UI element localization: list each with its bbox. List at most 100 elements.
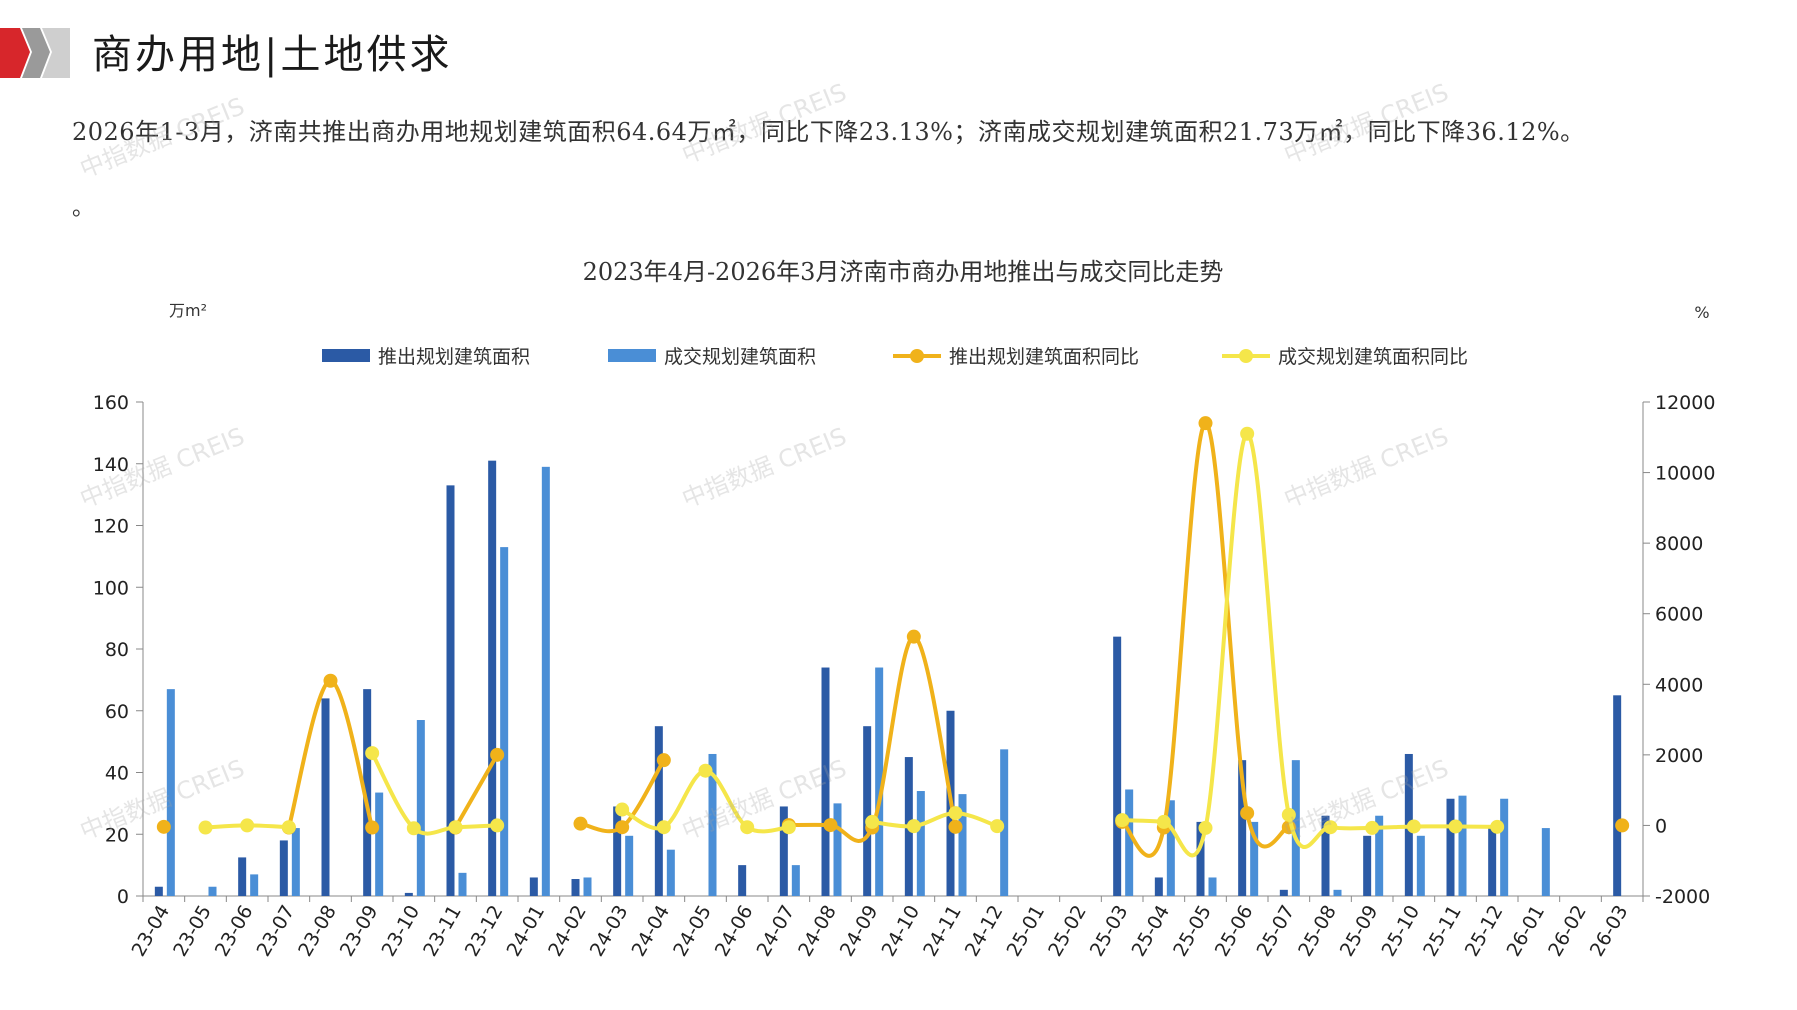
bar-launch	[279, 840, 288, 896]
bar-deal	[1375, 815, 1384, 896]
line-launch-yoy-point	[365, 820, 380, 835]
bar-deal	[1500, 798, 1509, 896]
x-tick-label: 23-11	[419, 902, 466, 961]
line-deal-yoy-point	[906, 819, 921, 834]
line-deal-yoy-point	[406, 821, 421, 836]
line-deal-yoy-point	[1198, 820, 1213, 835]
line-deal-yoy-point	[1323, 820, 1338, 835]
line-launch-yoy-point	[323, 673, 338, 688]
right-tick-label: 10000	[1655, 463, 1715, 485]
bar-deal	[1333, 889, 1342, 896]
bar-deal	[833, 803, 842, 896]
x-tick-label: 25-01	[1003, 902, 1050, 961]
legend-label: 推出规划建筑面积	[378, 346, 530, 368]
bar-deal	[1208, 877, 1217, 896]
summary-trailing-mark: 。	[72, 196, 95, 221]
x-tick-label: 24-03	[586, 902, 633, 961]
bar-deal	[1125, 789, 1134, 896]
bar-deal	[458, 872, 467, 896]
line-deal-yoy-point	[1365, 820, 1380, 835]
left-tick-label: 20	[105, 824, 129, 846]
x-tick-label: 25-12	[1461, 902, 1508, 961]
line-deal-yoy-point	[281, 820, 296, 835]
line-launch-yoy-point	[615, 820, 630, 835]
x-tick-label: 24-02	[544, 902, 591, 961]
left-tick-label: 80	[105, 639, 129, 661]
x-tick-label: 26-03	[1586, 902, 1633, 961]
header-accent-gray	[22, 28, 50, 78]
left-tick-label: 160	[93, 392, 129, 414]
bar-launch	[1446, 798, 1455, 896]
bar-launch	[1196, 821, 1205, 896]
bar-deal	[1541, 828, 1550, 896]
legend-label: 成交规划建筑面积	[664, 346, 816, 368]
x-tick-label: 25-09	[1336, 902, 1383, 961]
line-deal-yoy-point	[1448, 819, 1463, 834]
line-deal-yoy-point	[1281, 807, 1296, 822]
bar-deal	[666, 849, 675, 896]
bar-launch	[654, 726, 663, 896]
left-tick-label: 140	[93, 454, 129, 476]
bar-deal	[208, 886, 217, 896]
line-deal-yoy-point	[240, 818, 255, 833]
bar-launch	[1154, 877, 1163, 896]
line-deal-yoy-point	[1490, 819, 1505, 834]
bar-launch	[1279, 889, 1288, 896]
bar-deal	[583, 877, 592, 896]
bar-deal	[166, 689, 175, 896]
line-launch-yoy	[286, 678, 375, 829]
x-tick-label: 24-10	[878, 902, 925, 961]
header-accent-mark	[0, 28, 70, 78]
line-launch-yoy-point	[573, 816, 588, 831]
page-header: 商办用地|土地供求	[0, 18, 700, 82]
x-tick-label: 25-05	[1169, 902, 1216, 961]
bar-deal	[958, 794, 967, 896]
x-tick-label: 24-11	[919, 902, 966, 961]
line-deal-yoy-point	[1156, 814, 1171, 829]
bar-launch	[1238, 760, 1247, 896]
left-axis-unit: 万m²	[169, 301, 207, 320]
right-tick-label: 0	[1655, 815, 1667, 837]
line-launch-yoy	[1120, 421, 1290, 858]
line-deal-yoy-point	[365, 746, 380, 761]
line-launch-yoy-point	[1240, 806, 1255, 821]
bar-deal	[916, 791, 925, 896]
right-tick-label: 6000	[1655, 604, 1703, 626]
bar-deal	[708, 753, 717, 896]
line-launch-yoy-point	[1198, 416, 1213, 431]
bar-launch	[613, 806, 622, 896]
bar-launch	[821, 667, 830, 896]
bar-deal	[500, 547, 509, 896]
legend-label: 推出规划建筑面积同比	[949, 346, 1139, 368]
x-tick-label: 25-10	[1378, 902, 1425, 961]
bar-deal	[875, 667, 884, 896]
x-tick-label: 24-06	[711, 902, 758, 961]
bar-deal	[416, 720, 425, 896]
bar-deal	[541, 466, 550, 896]
right-tick-label: 4000	[1655, 674, 1703, 696]
chart-title: 2023年4月-2026年3月济南市商办用地推出与成交同比走势	[583, 258, 1224, 286]
bar-launch	[1363, 835, 1372, 896]
bar-launch	[1113, 636, 1122, 896]
line-deal-yoy	[1122, 431, 1498, 858]
line-launch-yoy-point	[656, 753, 671, 768]
x-tick-label: 23-07	[253, 902, 300, 961]
bar-launch	[571, 879, 580, 896]
line-deal-yoy-point	[948, 806, 963, 821]
x-tick-label: 23-06	[211, 902, 258, 961]
left-tick-label: 60	[105, 701, 129, 723]
x-tick-label: 25-03	[1086, 902, 1133, 961]
bar-deal	[791, 865, 800, 896]
x-tick-label: 26-02	[1544, 902, 1591, 961]
x-tick-label: 24-12	[961, 902, 1008, 961]
x-tick-label: 25-08	[1294, 902, 1341, 961]
legend-swatch	[322, 349, 370, 362]
bar-launch	[1488, 828, 1497, 896]
bar-launch	[779, 806, 788, 896]
left-tick-label: 100	[93, 577, 129, 599]
bar-deal	[1250, 821, 1259, 896]
line-launch-yoy-point	[1615, 818, 1630, 833]
bar-deal	[1416, 835, 1425, 896]
right-tick-label: 2000	[1655, 745, 1703, 767]
